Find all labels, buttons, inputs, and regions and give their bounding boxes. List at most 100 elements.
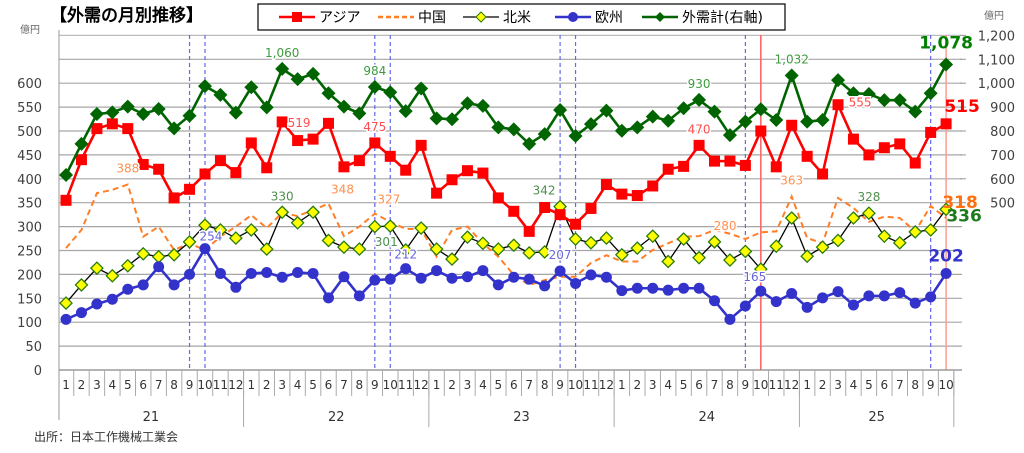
data-label: 254 bbox=[200, 230, 223, 244]
data-label: 280 bbox=[714, 219, 737, 233]
data-label: 212 bbox=[394, 248, 417, 262]
month-tick-label: 4 bbox=[479, 378, 487, 392]
data-point bbox=[352, 106, 367, 121]
data-point bbox=[693, 139, 705, 151]
legend-item-na: 北米 bbox=[463, 10, 531, 26]
data-label: 301 bbox=[375, 235, 398, 249]
data-point bbox=[599, 231, 614, 245]
data-point bbox=[383, 219, 398, 234]
data-point bbox=[460, 230, 475, 245]
data-point bbox=[800, 249, 815, 264]
data-label: 1,060 bbox=[265, 46, 299, 60]
data-point bbox=[337, 240, 351, 255]
data-point bbox=[306, 66, 321, 81]
data-point bbox=[245, 267, 257, 279]
data-point bbox=[585, 202, 597, 214]
data-point bbox=[600, 271, 612, 283]
data-point bbox=[508, 271, 520, 283]
series-europe bbox=[60, 243, 952, 325]
month-tick-label: 2 bbox=[633, 378, 641, 392]
data-point bbox=[817, 168, 829, 180]
month-tick-label: 8 bbox=[170, 378, 178, 392]
data-point bbox=[755, 125, 767, 137]
data-point bbox=[801, 301, 813, 313]
data-point bbox=[739, 300, 751, 312]
data-point bbox=[199, 243, 211, 255]
data-point bbox=[786, 288, 798, 300]
legend-circle-icon bbox=[568, 12, 578, 22]
month-tick-label: 10 bbox=[568, 378, 583, 392]
data-point bbox=[275, 61, 290, 76]
month-tick-label: 12 bbox=[228, 378, 243, 392]
data-point bbox=[877, 229, 892, 244]
month-tick-label: 3 bbox=[464, 378, 472, 392]
data-point bbox=[91, 298, 103, 310]
data-point bbox=[539, 280, 551, 292]
data-point bbox=[800, 114, 815, 129]
data-point bbox=[693, 282, 705, 294]
left-tick-label: 400 bbox=[17, 173, 42, 188]
month-tick-label: 6 bbox=[139, 378, 147, 392]
data-point bbox=[878, 290, 890, 302]
data-label: 930 bbox=[688, 77, 711, 91]
month-tick-label: 3 bbox=[278, 378, 286, 392]
data-point bbox=[446, 174, 458, 186]
data-point bbox=[106, 293, 118, 305]
data-point bbox=[863, 149, 875, 161]
month-tick-label: 1 bbox=[433, 378, 441, 392]
data-point bbox=[214, 267, 226, 279]
data-point bbox=[523, 225, 535, 237]
month-tick-label: 5 bbox=[865, 378, 873, 392]
data-point bbox=[940, 118, 952, 130]
month-tick-label: 12 bbox=[599, 378, 614, 392]
data-label: 202 bbox=[928, 246, 964, 266]
data-point bbox=[151, 249, 166, 264]
month-tick-label: 9 bbox=[371, 378, 379, 392]
data-point bbox=[645, 229, 660, 244]
data-point bbox=[631, 282, 643, 294]
data-point bbox=[568, 129, 583, 144]
data-point bbox=[583, 117, 598, 132]
data-point bbox=[244, 223, 259, 237]
month-tick-label: 11 bbox=[213, 378, 228, 392]
left-tick-label: 100 bbox=[17, 316, 42, 331]
data-point bbox=[323, 117, 334, 129]
data-point bbox=[631, 190, 643, 202]
series-total bbox=[59, 57, 954, 182]
data-point bbox=[446, 272, 458, 284]
legend-box bbox=[257, 3, 786, 31]
data-point bbox=[182, 234, 197, 249]
data-point bbox=[769, 113, 784, 128]
data-point bbox=[662, 284, 674, 296]
legend-item-china: 中国 bbox=[378, 10, 446, 26]
data-point bbox=[261, 266, 273, 278]
data-label: 984 bbox=[363, 64, 386, 78]
month-tick-label: 11 bbox=[398, 378, 413, 392]
data-point bbox=[120, 99, 135, 114]
data-point bbox=[290, 215, 305, 230]
data-point bbox=[846, 211, 861, 225]
month-tick-label: 3 bbox=[649, 378, 657, 392]
data-point bbox=[724, 155, 736, 167]
legend-diamond-icon bbox=[655, 12, 665, 22]
month-tick-label: 4 bbox=[664, 378, 672, 392]
left-tick-label: 50 bbox=[25, 340, 42, 355]
data-point bbox=[431, 187, 443, 199]
month-tick-label: 2 bbox=[819, 378, 827, 392]
month-tick-label: 7 bbox=[896, 378, 904, 392]
data-point bbox=[786, 119, 798, 131]
legend-diamond-icon bbox=[475, 11, 487, 23]
data-point bbox=[815, 240, 830, 255]
data-point bbox=[276, 271, 288, 283]
data-point bbox=[230, 167, 242, 179]
data-point bbox=[908, 104, 923, 119]
data-point bbox=[616, 285, 628, 297]
data-point bbox=[861, 86, 876, 101]
data-point bbox=[245, 137, 257, 149]
month-tick-label: 4 bbox=[850, 378, 858, 392]
data-point bbox=[662, 163, 674, 175]
data-point bbox=[228, 231, 243, 245]
data-point bbox=[940, 267, 952, 279]
data-point bbox=[738, 244, 753, 259]
